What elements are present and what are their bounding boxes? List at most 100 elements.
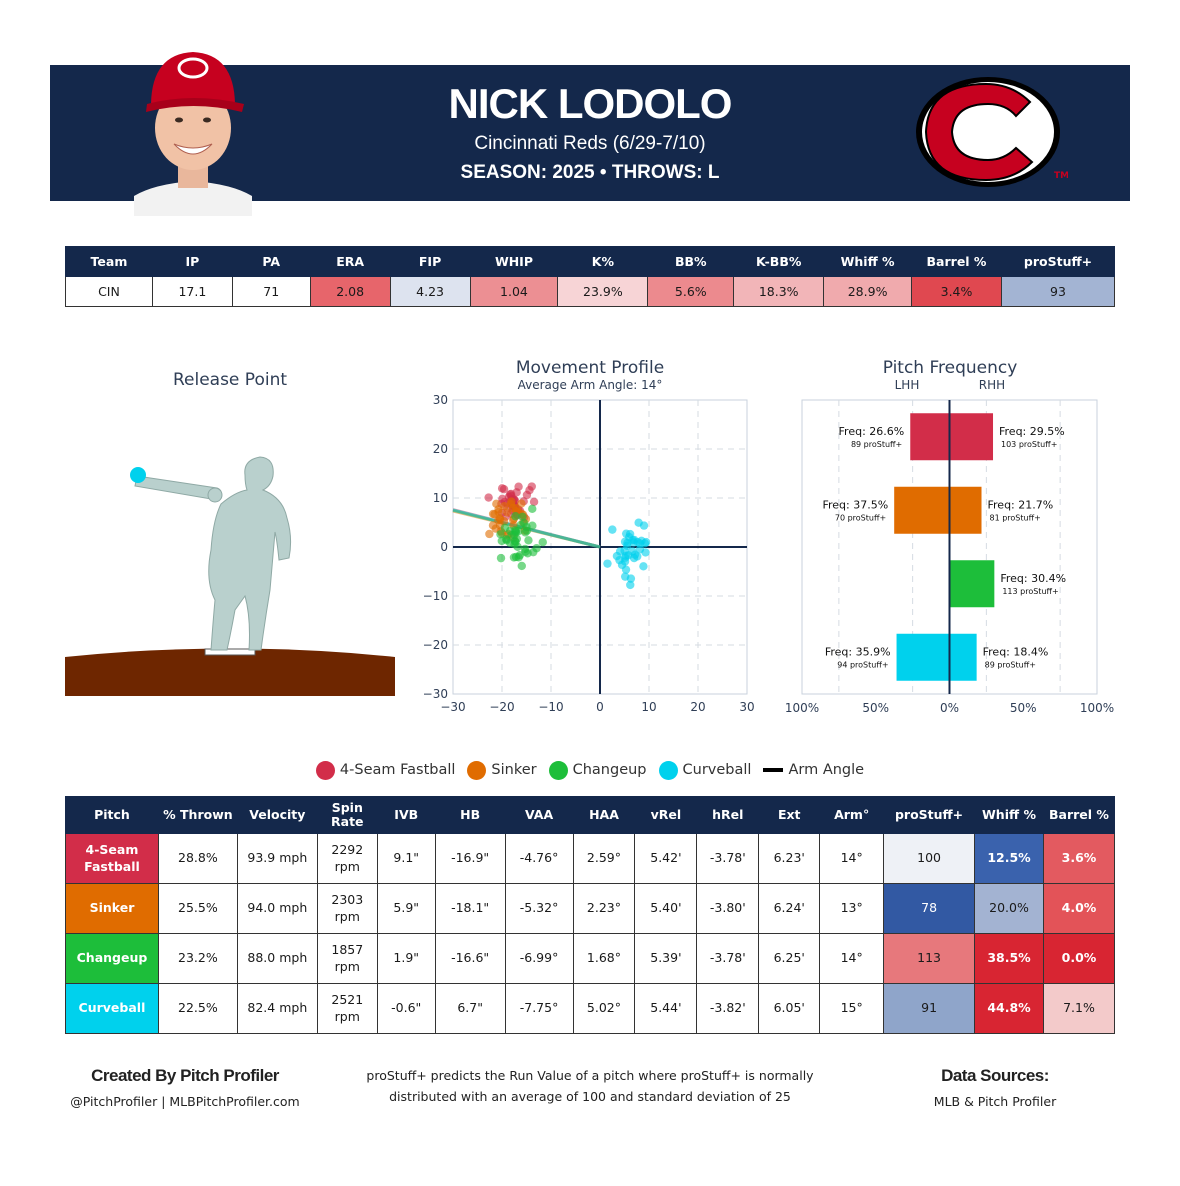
movement-xtick-label: 30	[739, 700, 754, 714]
pitch-point-sinker	[511, 504, 521, 513]
pitch-point-curveball	[617, 560, 627, 570]
stats-header-k: K%	[557, 246, 649, 277]
lhh-prostuff-label: 70 proStuff+	[835, 513, 886, 522]
pitch-metrics-table: Pitch% Thrown Velocity Spin Rate IVB HB VAA HA…	[65, 796, 1116, 1034]
pitch-point-curveball	[641, 537, 651, 547]
pitch-point-changeup	[517, 561, 526, 571]
movement-ytick-label: −20	[423, 638, 448, 652]
pitcher-silhouette	[134, 456, 292, 651]
table-row: 4-Seam Fastball 28.8% 93.9 mph 2292 rpm 9.1"…	[65, 833, 1116, 884]
stats-value-k: 23.9%	[557, 276, 649, 307]
pitch-point-sinker	[494, 505, 503, 514]
stats-header-era: ERA	[309, 246, 391, 277]
pitch-point-4-seam-fastball	[514, 482, 523, 491]
stats-value-k-bb: 18.3%	[733, 276, 825, 307]
pitch-cell-haa: 2.59°	[572, 833, 636, 884]
pitch-header-velocity: Velocity	[236, 796, 318, 834]
stats-header-ip: IP	[151, 246, 233, 277]
table-row: Curveball 22.5% 82.4 mph 2521 rpm -0.6" 6.7" -…	[65, 983, 1116, 1034]
pitch-cell-barrel: 0.0%	[1042, 933, 1116, 984]
stats-value-whiff: 28.9%	[823, 276, 913, 307]
rhh-prostuff-label: 103 proStuff+	[1001, 440, 1057, 449]
pitch-point-curveball	[634, 518, 643, 527]
stats-header-k-bb: K-BB%	[733, 246, 825, 277]
pitch-point-changeup	[528, 504, 537, 514]
movement-ytick-label: 0	[440, 540, 448, 554]
legend-label: Changeup	[572, 762, 647, 778]
pitch-cell-prostuff: 78	[883, 883, 976, 934]
pitch-cell-hrel: -3.80'	[696, 883, 760, 934]
pitch-point-curveball	[603, 559, 612, 568]
pitch-header-arm: Arm°	[819, 796, 885, 834]
pitch-cell-whiff: 38.5%	[974, 933, 1044, 984]
legend-label: Sinker	[491, 762, 537, 778]
legend-item-curveball: Curveball	[658, 760, 751, 780]
movement-ytick-label: 10	[433, 491, 448, 505]
pitch-cell-haa: 5.02°	[572, 983, 636, 1034]
pitch-cell-arm: 14°	[819, 933, 885, 984]
pitch-point-curveball	[639, 562, 648, 571]
lhh-freq-label: Freq: 37.5%	[822, 498, 888, 511]
pitch-point-changeup	[511, 537, 520, 547]
pitch-point-sinker	[495, 514, 504, 523]
movement-xtick-label: 0	[596, 700, 604, 714]
pitch-point-changeup	[511, 512, 520, 521]
legend-item-sinker: Sinker	[467, 760, 537, 780]
pitch-header-vaa: VAA	[504, 796, 574, 834]
legend-dot-icon	[467, 760, 487, 780]
pitch-cell-spin-rate: 2521 rpm	[316, 983, 378, 1034]
frequency-xtick-label: 50%	[1010, 701, 1037, 715]
pitch-cell-vrel: 5.42'	[634, 833, 698, 884]
pitch-point-changeup	[520, 544, 530, 554]
pitch-name-changeup: Changeup	[65, 933, 159, 984]
pitch-legend: 4-Seam Fastball Sinker Changeup Curveball Ar…	[0, 758, 1180, 782]
pitch-point-changeup	[521, 528, 530, 537]
movement-ytick-label: 20	[433, 442, 448, 456]
pitch-cell-velocity: 82.4 mph	[236, 983, 318, 1034]
movement-xtick-label: −30	[440, 700, 465, 714]
pitch-cell-spin-rate: 1857 rpm	[316, 933, 378, 984]
pitch-cell-ext: 6.23'	[758, 833, 821, 884]
pitch-cell-ivb: 5.9"	[376, 883, 436, 934]
pitch-point-4-seam-fastball	[484, 493, 493, 502]
movement-xtick-label: −20	[489, 700, 514, 714]
pitch-point-changeup	[511, 528, 520, 537]
legend-item-arm-angle: Arm Angle	[763, 762, 864, 778]
stats-header-pa: PA	[231, 246, 311, 277]
frequency-xtick-label: 0%	[940, 701, 959, 715]
pitch-name-curveball: Curveball	[65, 983, 159, 1034]
pitch-header-whiff: Whiff %	[974, 796, 1044, 834]
pitch-header-ivb: IVB	[376, 796, 436, 834]
pitch-point-changeup	[538, 538, 547, 547]
movement-ytick-label: −30	[423, 687, 448, 701]
pitch-point-curveball	[633, 552, 642, 561]
pitch-header-hrel: hRel	[696, 796, 760, 834]
movement-xtick-label: 10	[641, 700, 656, 714]
movement-ytick-label: −10	[423, 589, 448, 603]
frequency-xtick-label: 100%	[785, 701, 819, 715]
pitch-cell-haa: 1.68°	[572, 933, 636, 984]
pitch-point-changeup	[496, 553, 506, 563]
stats-header-bb: BB%	[647, 246, 735, 277]
stats-header-whiff: Whiff %	[823, 246, 913, 277]
pitch-cell-prostuff: 91	[883, 983, 976, 1034]
pitch-cell-velocity: 88.0 mph	[236, 933, 318, 984]
pitch-frequency-chart: 100% 50% 0% 50% 100% Freq: 26.6% 89 proStuff+ F…	[785, 399, 1114, 715]
rhh-freq-label: Freq: 18.4%	[983, 645, 1049, 658]
pitch-header-barrel: Barrel %	[1042, 796, 1116, 834]
pitch-header-haa: HAA	[572, 796, 636, 834]
pitch-cell-barrel: 3.6%	[1042, 833, 1116, 884]
team-logo: TM	[912, 74, 1069, 192]
pitch-cell-vaa: -5.32°	[504, 883, 574, 934]
pitch-cell-velocity: 94.0 mph	[236, 883, 318, 934]
pitch-name-4-seam-fastball: 4-Seam Fastball	[65, 833, 159, 884]
pitch-header-spin-rate: Spin Rate	[316, 796, 378, 834]
player-headshot	[134, 46, 252, 216]
release-point-chart	[65, 456, 395, 696]
pitch-point-changeup	[497, 536, 506, 546]
footer-prostuff-note-line2: distributed with an average of 100 and s…	[389, 1089, 791, 1104]
legend-line-icon	[763, 768, 784, 772]
lhh-bar-4-seam-fastball	[910, 413, 950, 461]
series-curveball	[603, 518, 651, 590]
pitch-cell-hb: -18.1"	[434, 883, 506, 934]
